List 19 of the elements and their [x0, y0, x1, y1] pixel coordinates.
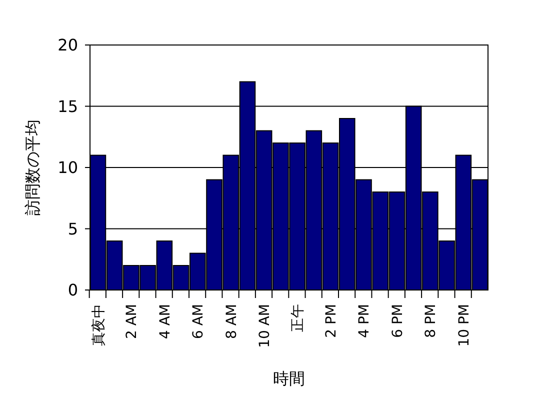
- y-tick-label: 5: [68, 219, 78, 238]
- x-tick-label: 8 AM: [224, 304, 240, 340]
- x-tick-label: 4 AM: [157, 304, 174, 340]
- x-tick-label: 6 PM: [390, 304, 406, 338]
- x-tick-label: 4 PM: [356, 304, 373, 338]
- x-axis-title: 時間: [273, 369, 305, 388]
- y-tick-label: 20: [58, 36, 78, 55]
- y-tick-label: 0: [68, 280, 78, 300]
- y-tick-label: 15: [58, 96, 78, 116]
- x-tick-label: 6 AM: [190, 304, 207, 340]
- x-tick-label: 正午: [290, 304, 306, 332]
- x-tick-label: 真夜中: [90, 304, 107, 346]
- x-tick-label: 10 PM: [456, 304, 472, 347]
- x-tick-label: 2 PM: [323, 304, 340, 338]
- x-tick-label: 10 AM: [256, 304, 273, 348]
- x-tick-label: 8 PM: [423, 304, 440, 338]
- x-tick-label: 2 AM: [124, 304, 140, 340]
- y-axis-title: 訪問数の平均: [23, 120, 42, 216]
- y-tick-label: 10: [58, 158, 78, 178]
